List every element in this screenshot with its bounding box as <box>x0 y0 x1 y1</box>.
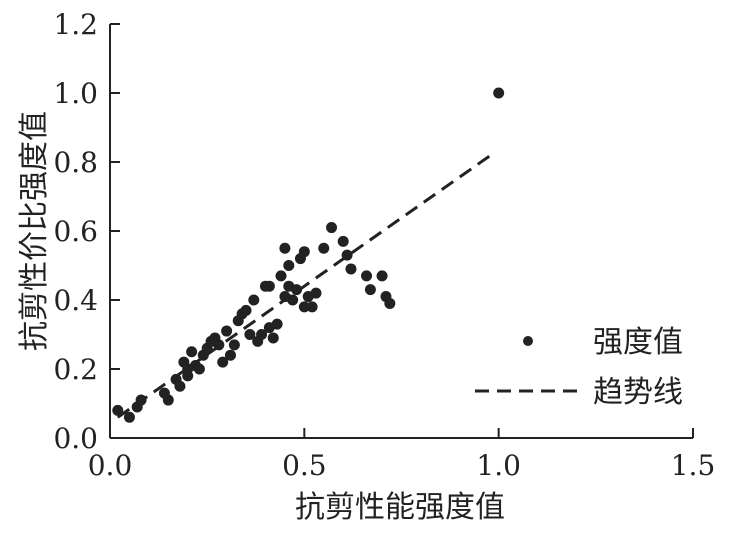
data-point <box>493 87 505 99</box>
legend-label-trend: 趋势线 <box>593 375 683 410</box>
x-tick-label: 1.5 <box>671 449 716 482</box>
data-point <box>263 280 275 292</box>
y-tick-label: 1.2 <box>53 8 98 41</box>
data-point <box>298 301 310 313</box>
y-tick-label: 0.4 <box>53 284 98 317</box>
x-tick-label: 1.0 <box>476 449 521 482</box>
data-point <box>326 222 338 234</box>
data-point <box>267 332 279 344</box>
trend-line <box>116 153 492 419</box>
data-point <box>221 325 233 337</box>
data-point <box>217 356 229 368</box>
data-point <box>275 270 287 282</box>
data-point <box>337 235 349 247</box>
data-point <box>345 263 357 275</box>
data-point <box>244 329 256 340</box>
legend-marker-scatter <box>523 336 533 346</box>
data-point <box>186 346 198 358</box>
data-point <box>193 363 205 375</box>
data-point <box>291 284 303 296</box>
data-point <box>123 411 135 423</box>
legend: 强度值 趋势线 <box>475 325 683 410</box>
x-tick-label: 0.5 <box>282 449 327 482</box>
y-tick-label: 0.8 <box>53 146 98 179</box>
x-axis-title: 抗剪性能强度值 <box>295 490 505 525</box>
y-tick-label: 0.2 <box>53 353 98 386</box>
y-tick-label: 0.6 <box>53 215 98 248</box>
y-tick-label: 1.0 <box>53 77 98 110</box>
data-point <box>298 246 310 258</box>
data-point <box>112 404 124 416</box>
data-point <box>224 349 236 361</box>
y-axis-title: 抗剪性价比强度值 <box>17 111 52 351</box>
data-point <box>271 318 283 330</box>
data-point <box>279 242 291 254</box>
data-point <box>318 242 330 254</box>
data-point <box>364 284 376 296</box>
legend-label-scatter: 强度值 <box>593 325 683 360</box>
x-tick-label: 0.0 <box>88 449 133 482</box>
scatter-points <box>112 87 505 423</box>
data-point <box>256 329 268 340</box>
data-point <box>240 304 252 316</box>
data-point <box>228 339 240 351</box>
axes: 0.0 0.5 1.0 1.5 0.0 0.2 0.4 0.6 0.8 1.0 1.2 <box>53 8 715 482</box>
data-point <box>361 270 373 282</box>
data-point <box>248 294 260 306</box>
trend-line-group <box>116 153 492 419</box>
data-point <box>283 260 295 271</box>
data-point <box>310 287 322 299</box>
data-point <box>384 297 396 309</box>
data-point <box>174 380 186 392</box>
data-point <box>162 394 174 406</box>
data-point <box>376 270 388 282</box>
y-tick-label: 0.0 <box>53 422 98 455</box>
data-point <box>306 301 318 313</box>
